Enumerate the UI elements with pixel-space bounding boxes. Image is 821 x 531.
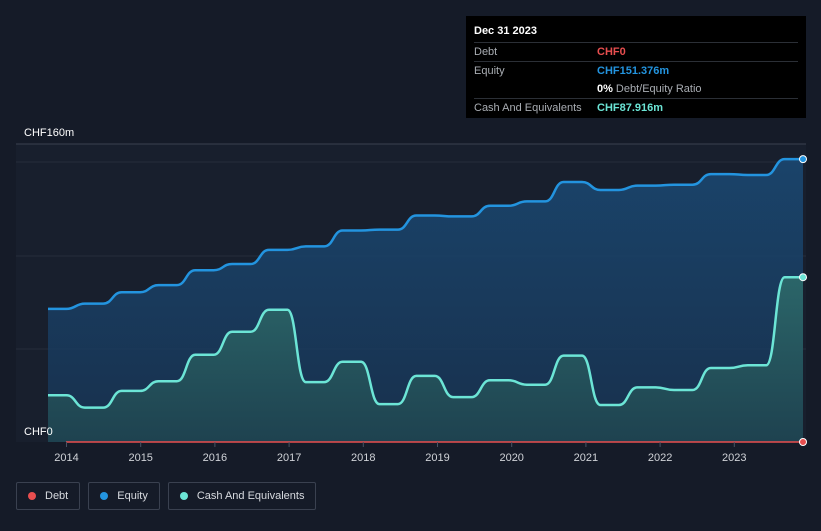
- x-tick-label: 2015: [128, 452, 152, 464]
- legend-item-cash[interactable]: Cash And Equivalents: [167, 482, 317, 510]
- tooltip-ratio-value: 0%: [597, 83, 613, 95]
- tooltip-row-ratio: 0% Debt/Equity Ratio: [474, 80, 798, 98]
- x-tick-label: 2022: [648, 452, 672, 464]
- legend-item-equity[interactable]: Equity: [88, 482, 160, 510]
- debt-dot-icon: [28, 492, 36, 500]
- x-tick-label: 2023: [722, 452, 746, 464]
- data-tooltip: Dec 31 2023 Debt CHF0 Equity CHF151.376m…: [466, 16, 806, 118]
- cash-line: [48, 275, 803, 409]
- tooltip-equity-value: CHF151.376m: [597, 65, 670, 77]
- y-tick-label: CHF160m: [24, 127, 74, 139]
- tooltip-equity-label: Equity: [474, 65, 505, 77]
- tooltip-date: Dec 31 2023: [474, 25, 537, 37]
- x-tick-label: 2014: [54, 452, 78, 464]
- cash-end-point: [799, 273, 807, 282]
- equity-dot-icon: [100, 492, 109, 500]
- cash-dot-icon: [179, 492, 188, 500]
- legend-item-debt[interactable]: Debt: [16, 482, 81, 510]
- x-tick-label: 2021: [574, 452, 598, 464]
- x-tick-label: 2016: [203, 452, 227, 464]
- tooltip-cash-value: CHF87.916m: [597, 102, 664, 114]
- tooltip-debt-value: CHF0: [597, 46, 626, 58]
- equity-line: [48, 157, 803, 311]
- chart-legend: Debt Equity Cash And Equivalents: [16, 482, 317, 510]
- tooltip-row-debt: Debt CHF0: [474, 42, 798, 61]
- tooltip-row-equity: Equity CHF151.376m: [474, 61, 798, 80]
- legend-cash-label: Cash And Equivalents: [196, 490, 305, 502]
- legend-debt-label: Debt: [45, 490, 69, 502]
- equity-end-point: [799, 155, 807, 164]
- debt-end-point: [799, 438, 807, 446]
- tooltip-row-cash: Cash And Equivalents CHF87.916m: [474, 98, 798, 117]
- tooltip-debt-label: Debt: [474, 46, 498, 58]
- tooltip-ratio-label: Debt/Equity Ratio: [615, 83, 702, 95]
- x-tick-label: 2020: [499, 452, 523, 464]
- tooltip-cash-label: Cash And Equivalents: [474, 102, 582, 114]
- cash-area: [48, 277, 803, 442]
- x-tick-label: 2017: [277, 452, 301, 464]
- y-tick-label: CHF0: [24, 426, 53, 438]
- x-tick-label: 2019: [425, 452, 449, 464]
- x-tick-label: 2018: [351, 452, 375, 464]
- legend-equity-label: Equity: [117, 490, 148, 502]
